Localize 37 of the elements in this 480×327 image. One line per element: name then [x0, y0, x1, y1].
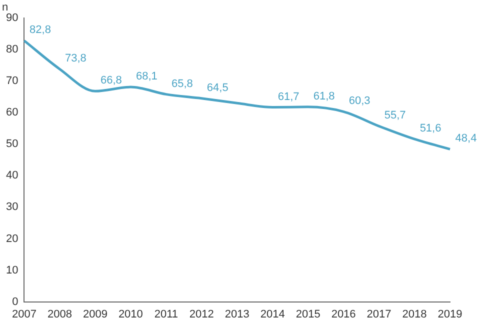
y-tick-label: 10 [6, 264, 18, 276]
x-tick-label: 2007 [12, 308, 36, 320]
data-label: 64,5 [206, 82, 228, 94]
x-tick-label: 2008 [47, 308, 72, 320]
data-label: 60,3 [348, 95, 370, 108]
data-label: 65,8 [171, 78, 193, 90]
x-tick-label: 2010 [118, 308, 143, 320]
line-series [22, 39, 452, 150]
y-tick-label: 90 [6, 12, 18, 24]
data-label: 48,4 [455, 132, 477, 145]
x-tick-label: 2013 [224, 308, 250, 320]
x-tick-label: 2016 [331, 308, 356, 320]
y-tick-label: 40 [6, 170, 18, 182]
y-tick-label: 0 [12, 296, 18, 308]
y-tick-label: 50 [6, 138, 18, 150]
data-label: 82,8 [30, 24, 51, 36]
y-tick-label: 70 [6, 75, 18, 88]
y-tick-label: 20 [6, 232, 18, 245]
x-tick-label: 2009 [82, 308, 108, 320]
data-label: 55,7 [384, 110, 406, 122]
data-label: 66,8 [100, 74, 122, 87]
y-tick-label: 30 [6, 201, 18, 214]
data-label: 73,8 [65, 52, 86, 65]
x-tick-label: 2018 [402, 308, 427, 320]
data-label: 68,1 [136, 70, 158, 83]
x-tick-label: 2011 [154, 308, 178, 320]
x-tick-label: 2012 [189, 308, 214, 320]
data-label: 61,7 [278, 90, 300, 103]
x-tick-label: 2015 [296, 308, 320, 320]
data-label: 61,8 [313, 90, 335, 102]
x-tick-label: 2014 [260, 308, 285, 320]
y-tick-label: 80 [6, 44, 18, 56]
y-axis-title: n [2, 2, 8, 14]
y-tick-label: 60 [6, 106, 18, 119]
x-tick-label: 2019 [438, 308, 462, 320]
data-label: 51,6 [420, 122, 442, 135]
x-tick-label: 2017 [366, 308, 392, 320]
